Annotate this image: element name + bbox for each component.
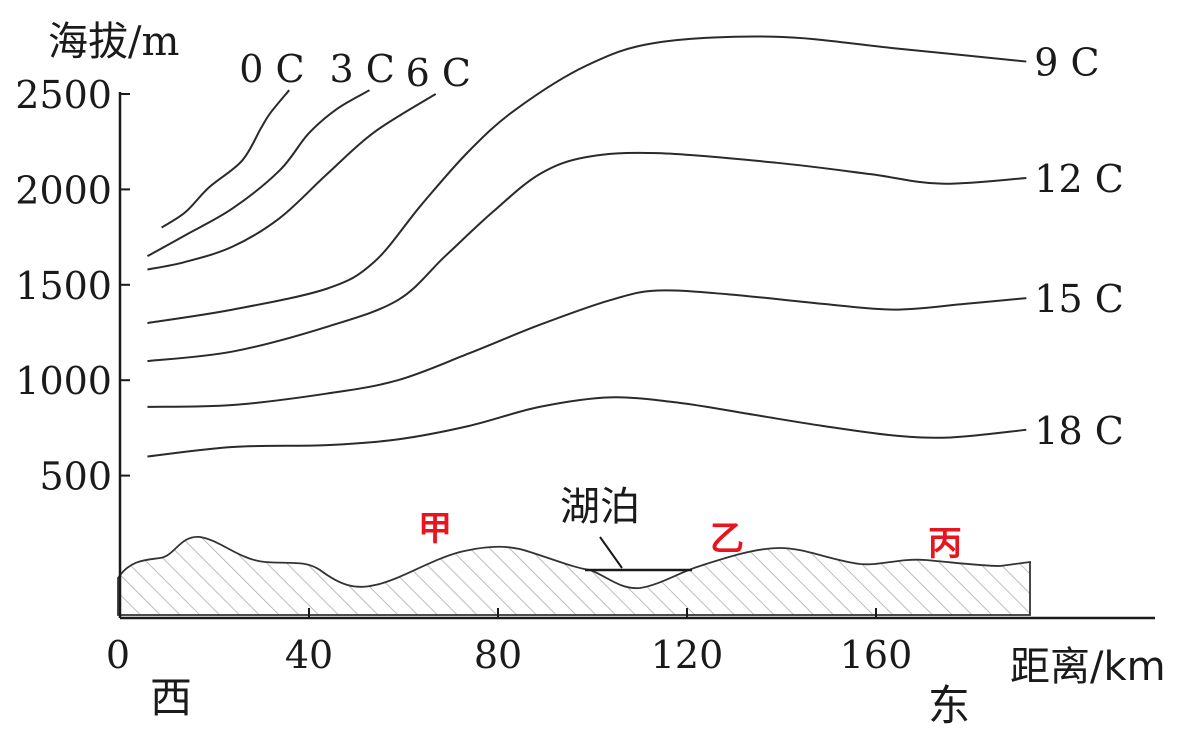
x-tick-label: 40	[285, 633, 333, 677]
isotherm-label: 15 C	[1034, 277, 1124, 321]
place-jia: 甲	[418, 509, 452, 549]
isotherm-line	[147, 289, 1027, 408]
place-bing: 丙	[928, 524, 962, 564]
y-tick-label: 1500	[15, 264, 112, 308]
y-tick-label: 2500	[15, 73, 112, 117]
x-tick-label: 160	[840, 633, 913, 677]
isotherm-line	[147, 151, 1027, 363]
isotherm-label: 18 C	[1034, 409, 1124, 453]
isotherm-line	[147, 93, 437, 271]
y-axis-label: 海拔/m	[48, 19, 179, 65]
isotherm-line	[161, 89, 290, 229]
direction-west: 西	[150, 673, 192, 722]
y-tick-label: 500	[39, 455, 112, 499]
y-axis-ticks: 500 1000 1500 2000 2500	[15, 73, 130, 499]
isotherm-line	[147, 396, 1027, 458]
terrain-profile	[117, 536, 1031, 616]
direction-east: 东	[928, 681, 970, 730]
isotherm-line	[147, 35, 1027, 324]
axes	[118, 92, 1155, 620]
isotherm-label: 12 C	[1034, 157, 1124, 201]
x-tick-label: 80	[474, 633, 522, 677]
place-yi: 乙	[710, 519, 744, 559]
isotherm-lines	[146, 35, 1027, 458]
y-tick-label: 2000	[15, 168, 112, 212]
x-tick-label: 120	[651, 633, 724, 677]
isotherm-label: 0 C	[239, 47, 304, 91]
isotherm-label: 3 C	[330, 47, 395, 91]
isotherm-label: 6 C	[406, 51, 471, 95]
isotherm-line	[146, 89, 371, 258]
y-tick-label: 1000	[15, 359, 112, 403]
x-axis-label: 距离/km	[1010, 644, 1166, 690]
x-axis-ticks: 0 40 80 120 160	[106, 608, 912, 677]
terrain-hatched-ground	[117, 536, 1031, 616]
lake-label: 湖泊	[560, 484, 640, 530]
lake-pointer	[599, 536, 623, 569]
isotherm-label: 9 C	[1034, 41, 1099, 85]
x-tick-label: 0	[106, 633, 130, 677]
